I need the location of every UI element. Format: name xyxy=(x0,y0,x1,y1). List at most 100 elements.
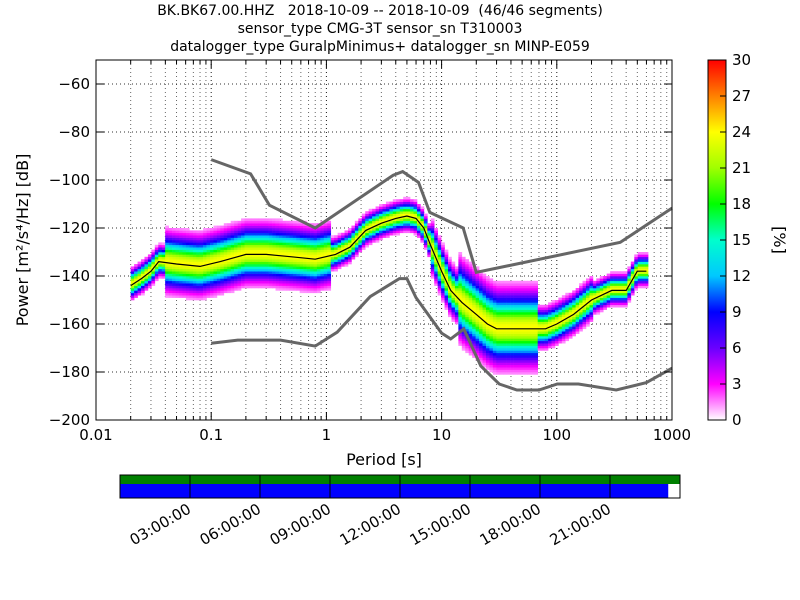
psd-density-cell xyxy=(130,295,135,298)
psd-density-cell xyxy=(489,343,494,346)
psd-density-cell xyxy=(303,252,307,255)
psd-density-cell xyxy=(617,290,621,294)
psd-density-cell xyxy=(185,242,190,246)
psd-density-cell xyxy=(178,232,183,236)
psd-density-cell xyxy=(379,204,383,207)
psd-density-cell xyxy=(354,252,359,255)
psd-density-cell xyxy=(310,256,314,260)
psd-density-cell xyxy=(565,333,570,337)
psd-density-cell xyxy=(527,321,532,325)
psd-density-cell xyxy=(506,355,511,358)
psd-density-cell xyxy=(268,220,273,224)
psd-density-cell xyxy=(285,244,290,248)
psd-density-cell xyxy=(330,256,335,260)
psd-density-cell xyxy=(327,235,332,238)
psd-density-cell xyxy=(361,247,366,250)
psd-density-cell xyxy=(575,316,580,320)
psd-density-cell xyxy=(241,240,245,243)
psd-density-cell xyxy=(479,297,483,301)
psd-density-cell xyxy=(634,276,639,279)
psd-density-cell xyxy=(517,352,521,356)
psd-density-cell xyxy=(251,237,256,241)
psd-density-cell xyxy=(144,288,149,291)
psd-density-cell xyxy=(410,201,414,205)
psd-density-cell xyxy=(289,247,294,250)
psd-density-cell xyxy=(485,336,490,339)
psd-density-cell xyxy=(534,292,539,296)
psd-density-cell xyxy=(510,345,514,349)
psd-density-cell xyxy=(396,225,401,229)
psd-density-cell xyxy=(561,333,566,337)
psd-density-cell xyxy=(499,309,504,313)
psd-density-cell xyxy=(410,228,414,231)
psd-density-cell xyxy=(637,276,642,279)
psd-density-cell xyxy=(385,218,390,222)
psd-density-cell xyxy=(527,328,532,332)
psd-density-cell xyxy=(182,235,187,238)
psd-density-cell xyxy=(210,280,214,284)
psd-density-cell xyxy=(158,271,163,274)
psd-density-cell xyxy=(310,232,314,236)
psd-density-cell xyxy=(399,204,404,207)
psd-density-cell xyxy=(444,271,449,274)
psd-density-cell xyxy=(520,316,525,320)
psd-density-cell xyxy=(354,220,359,224)
psd-density-cell xyxy=(216,235,221,238)
psd-density-cell xyxy=(416,235,421,238)
psd-density-cell xyxy=(513,292,518,296)
psd-density-cell xyxy=(134,268,138,272)
psd-density-cell xyxy=(161,271,166,274)
psd-density-cell xyxy=(134,264,138,267)
psd-density-cell xyxy=(375,218,380,222)
psd-density-cell xyxy=(392,204,397,207)
psd-density-cell xyxy=(558,309,563,313)
psd-density-cell xyxy=(492,331,497,334)
psd-density-cell xyxy=(323,280,328,284)
psd-density-cell xyxy=(506,290,511,294)
psd-density-cell xyxy=(468,336,473,339)
psd-density-cell xyxy=(199,271,204,274)
psd-density-cell xyxy=(510,319,514,322)
psd-density-cell xyxy=(565,324,570,327)
psd-density-cell xyxy=(437,276,442,279)
psd-density-cell xyxy=(468,261,473,265)
colorbar-tick-label: 24 xyxy=(732,123,751,141)
psd-density-cell xyxy=(520,304,525,308)
psd-density-cell xyxy=(620,300,625,303)
psd-density-cell xyxy=(475,328,480,332)
psd-density-cell xyxy=(558,331,563,334)
psd-density-cell xyxy=(644,268,649,272)
psd-density-cell xyxy=(285,288,290,291)
psd-density-cell xyxy=(482,348,487,351)
psd-density-cell xyxy=(223,278,228,282)
psd-density-cell xyxy=(292,283,297,286)
psd-density-cell xyxy=(213,278,218,282)
psd-density-cell xyxy=(385,213,390,217)
psd-density-cell xyxy=(168,242,173,246)
psd-density-cell xyxy=(499,321,504,325)
psd-density-cell xyxy=(527,367,532,370)
psd-density-cell xyxy=(403,218,407,222)
psd-density-cell xyxy=(372,220,376,224)
psd-density-cell xyxy=(510,367,514,370)
psd-density-cell xyxy=(247,256,252,260)
psd-density-cell xyxy=(561,338,566,342)
psd-density-cell xyxy=(451,266,456,270)
psd-density-cell xyxy=(489,364,494,368)
psd-density-cell xyxy=(485,348,490,351)
psd-density-cell xyxy=(220,232,225,236)
psd-density-cell xyxy=(220,264,225,267)
psd-density-cell xyxy=(503,295,507,298)
psd-density-cell xyxy=(279,285,283,289)
psd-density-cell xyxy=(530,367,535,370)
y-tick-label: −180 xyxy=(49,363,90,381)
psd-density-cell xyxy=(475,321,480,325)
psd-density-cell xyxy=(396,206,401,210)
psd-density-cell xyxy=(517,285,521,289)
psd-density-cell xyxy=(617,288,621,291)
psd-density-cell xyxy=(523,300,528,303)
psd-density-cell xyxy=(268,264,273,267)
psd-density-cell xyxy=(454,278,459,282)
psd-density-cell xyxy=(485,292,490,296)
psd-density-cell xyxy=(313,264,318,267)
